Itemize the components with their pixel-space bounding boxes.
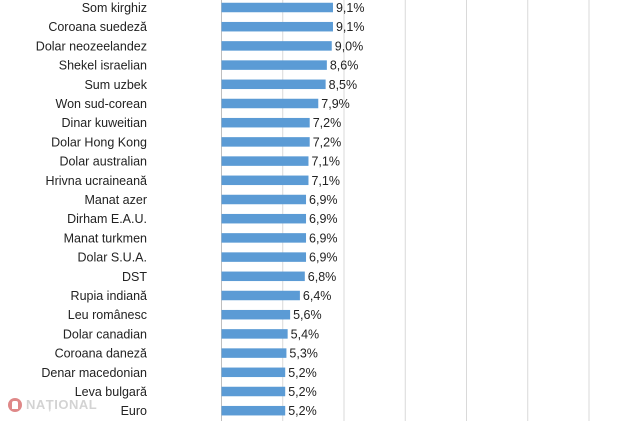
value-label: 5,4% <box>291 327 320 341</box>
bar <box>221 117 310 128</box>
bar <box>221 41 332 51</box>
bar <box>221 348 287 358</box>
bar <box>221 386 286 397</box>
category-label: Hrivna ucraineană <box>46 174 147 188</box>
value-label: 6,4% <box>303 289 332 303</box>
value-label: 9,1% <box>336 1 365 15</box>
bar <box>221 137 310 147</box>
value-label: 7,1% <box>311 174 340 188</box>
bar <box>221 309 291 320</box>
category-labels: Som kirghiz Coroana suedeză Dolar neozeela… <box>36 1 148 418</box>
value-label: 6,9% <box>309 193 338 207</box>
value-label: 8,5% <box>329 78 358 92</box>
category-label: Dolar S.U.A. <box>78 251 147 265</box>
bar <box>221 233 307 243</box>
bar <box>221 175 309 186</box>
value-label: 6,9% <box>309 231 338 245</box>
value-label: 5,2% <box>288 366 317 380</box>
value-label: 5,6% <box>293 308 322 322</box>
category-label: Coroana daneză <box>55 347 147 361</box>
bars-group <box>221 2 333 416</box>
bar <box>221 271 305 282</box>
category-label: Dolar Hong Kong <box>51 135 147 149</box>
watermark-logo: NAȚIONAL <box>8 397 97 412</box>
bar <box>221 156 309 166</box>
category-label: Won sud-corean <box>56 97 148 111</box>
value-label: 7,9% <box>321 97 350 111</box>
bar <box>221 2 333 13</box>
category-label: Manat azer <box>84 193 147 207</box>
value-label: 9,1% <box>336 20 365 34</box>
category-label: Denar macedonian <box>41 366 147 380</box>
category-label: Manat turkmen <box>64 231 147 245</box>
category-label: Coroana suedeză <box>48 20 147 34</box>
bar <box>221 21 333 32</box>
bar <box>221 79 326 90</box>
value-label: 7,2% <box>313 135 342 149</box>
bar <box>221 252 307 262</box>
value-label: 5,2% <box>288 404 317 418</box>
gridlines <box>282 0 590 421</box>
value-label: 8,6% <box>330 59 359 73</box>
category-label: Som kirghiz <box>82 1 147 15</box>
value-label: 6,8% <box>308 270 337 284</box>
bar <box>221 60 327 70</box>
category-label: Shekel israelian <box>59 59 147 73</box>
value-label: 5,2% <box>288 385 317 399</box>
bar <box>221 290 300 301</box>
category-label: Euro <box>121 404 147 418</box>
category-label: Leu românesc <box>68 308 147 322</box>
bar <box>221 213 307 224</box>
category-label: Leva bulgară <box>75 385 147 399</box>
value-labels: 9,1% 9,1% 9,0% 8,6% 8,5% 7,9% 7,2% 7,2% 7,1% 7,1%… <box>288 1 364 418</box>
category-label: Dirham E.A.U. <box>67 212 147 226</box>
value-label: 7,1% <box>311 155 340 169</box>
watermark-text: NAȚIONAL <box>26 397 98 412</box>
bar <box>221 405 286 416</box>
category-label: Dolar canadian <box>63 327 147 341</box>
bar <box>221 329 288 339</box>
value-label: 9,0% <box>335 39 364 53</box>
bar <box>221 367 286 378</box>
value-label: 7,2% <box>313 116 342 130</box>
value-label: 5,3% <box>289 347 318 361</box>
category-label: DST <box>122 270 147 284</box>
value-label: 6,9% <box>309 212 338 226</box>
category-label: Dolar australian <box>59 155 147 169</box>
value-label: 6,9% <box>309 251 338 265</box>
category-label: Dinar kuweitian <box>62 116 148 130</box>
category-label: Dolar neozeelandez <box>36 39 147 53</box>
bar <box>221 98 319 109</box>
bar <box>221 194 307 205</box>
national-logo-icon <box>8 397 22 412</box>
category-label: Sum uzbek <box>84 78 147 92</box>
category-label: Rupia indiană <box>71 289 147 303</box>
